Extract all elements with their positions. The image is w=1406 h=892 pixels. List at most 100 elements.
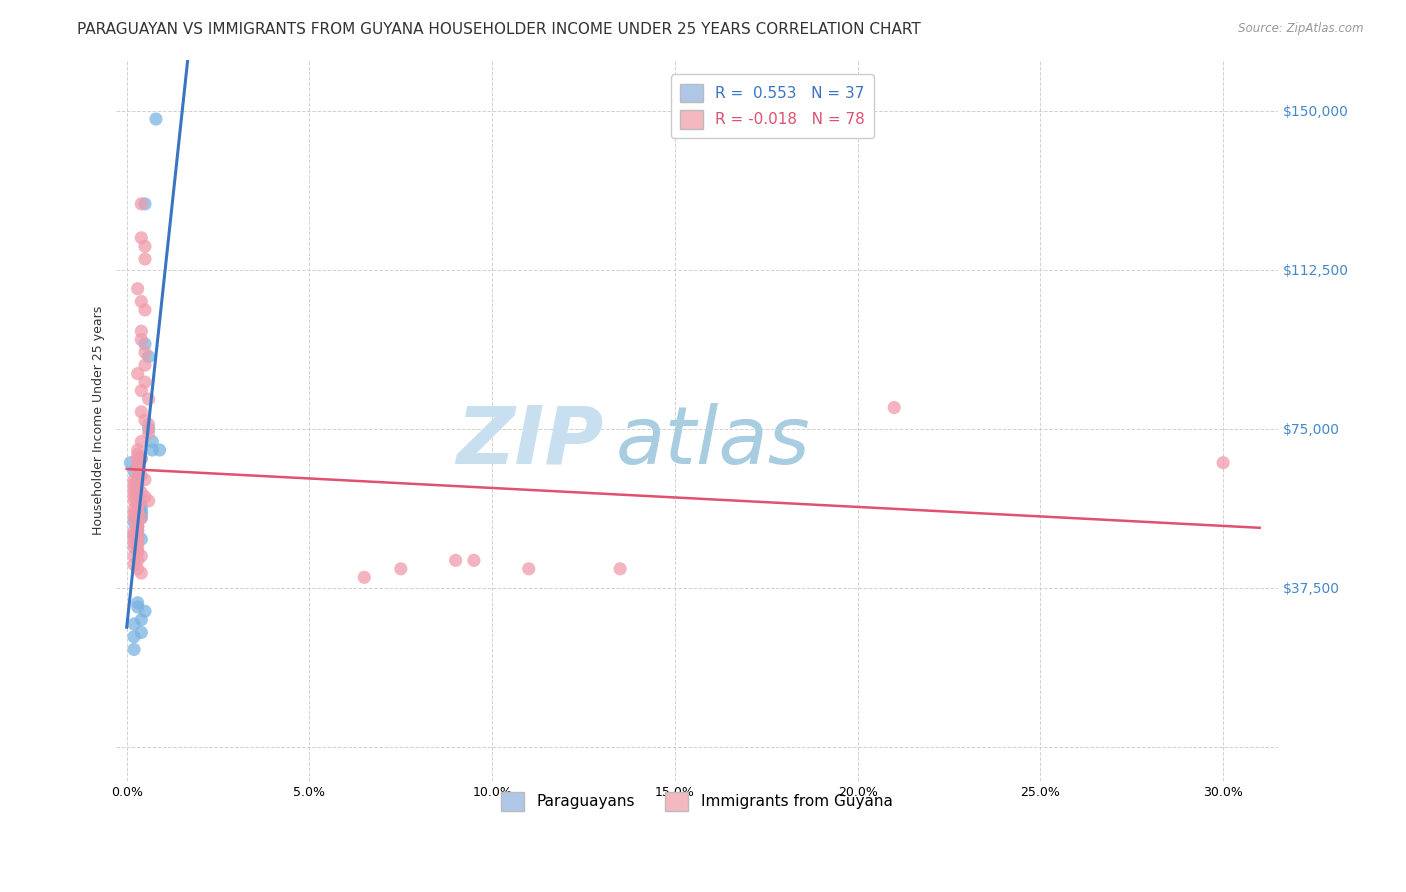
Point (122, 502, 145, 516)
Point (131, 434, 153, 449)
Point (122, 558, 145, 572)
Point (134, 252, 156, 266)
Point (131, 502, 153, 516)
Point (127, 524, 149, 538)
Legend: Paraguayans, Immigrants from Guyana: Paraguayans, Immigrants from Guyana (495, 786, 898, 817)
Point (122, 481, 145, 495)
Point (127, 451, 149, 466)
Point (134, 197, 156, 211)
Point (122, 511, 145, 525)
Point (131, 333, 153, 347)
Point (134, 604, 156, 618)
Point (353, 570, 375, 584)
Point (127, 519, 149, 533)
Point (127, 502, 149, 516)
Point (127, 545, 149, 559)
Point (127, 442, 149, 457)
Point (134, 490, 156, 504)
Point (127, 519, 149, 533)
Point (131, 485, 153, 500)
Point (138, 417, 160, 432)
Point (134, 345, 156, 359)
Text: atlas: atlas (616, 403, 810, 481)
Point (131, 451, 153, 466)
Point (609, 562, 631, 576)
Point (122, 642, 145, 657)
Point (122, 464, 145, 478)
Point (127, 464, 149, 478)
Point (131, 549, 153, 563)
Point (127, 477, 149, 491)
Point (131, 613, 153, 627)
Point (122, 494, 145, 508)
Point (122, 549, 145, 563)
Point (127, 528, 149, 542)
Point (131, 511, 153, 525)
Point (127, 545, 149, 559)
Point (149, 442, 172, 457)
Point (127, 515, 149, 529)
Point (122, 507, 145, 521)
Point (122, 532, 145, 546)
Point (131, 197, 153, 211)
Point (131, 532, 153, 546)
Point (131, 625, 153, 640)
Point (138, 494, 160, 508)
Point (122, 485, 145, 500)
Point (127, 498, 149, 512)
Point (131, 324, 153, 338)
Point (122, 490, 145, 504)
Point (122, 528, 145, 542)
Point (131, 507, 153, 521)
Text: ZIP: ZIP (457, 403, 603, 481)
Point (141, 442, 163, 457)
Point (134, 413, 156, 427)
Point (131, 507, 153, 521)
Point (131, 405, 153, 419)
Point (883, 401, 905, 415)
Point (131, 384, 153, 398)
Point (131, 498, 153, 512)
Point (134, 473, 156, 487)
Point (127, 447, 149, 461)
Point (127, 473, 149, 487)
Point (134, 337, 156, 351)
Point (463, 553, 485, 567)
Point (122, 528, 145, 542)
Point (127, 498, 149, 512)
Point (131, 231, 153, 245)
Point (138, 392, 160, 406)
Point (127, 498, 149, 512)
Point (127, 600, 149, 615)
Point (122, 524, 145, 538)
Point (127, 596, 149, 610)
Point (138, 422, 160, 436)
Point (122, 515, 145, 529)
Point (127, 481, 149, 495)
Point (122, 617, 145, 632)
Point (120, 456, 142, 470)
Point (127, 481, 149, 495)
Point (134, 239, 156, 253)
Point (134, 358, 156, 372)
Point (127, 553, 149, 567)
Point (127, 282, 149, 296)
Point (389, 562, 412, 576)
Point (127, 528, 149, 542)
Text: Source: ZipAtlas.com: Source: ZipAtlas.com (1239, 22, 1364, 36)
Point (127, 541, 149, 555)
Point (131, 468, 153, 483)
Point (127, 477, 149, 491)
Point (134, 375, 156, 389)
Point (127, 532, 149, 546)
Point (127, 562, 149, 576)
Y-axis label: Householder Income Under 25 years: Householder Income Under 25 years (93, 306, 105, 535)
Point (127, 536, 149, 550)
Point (127, 515, 149, 529)
Point (127, 485, 149, 500)
Point (127, 494, 149, 508)
Point (131, 294, 153, 309)
Point (141, 434, 163, 449)
Point (127, 524, 149, 538)
Point (127, 367, 149, 381)
